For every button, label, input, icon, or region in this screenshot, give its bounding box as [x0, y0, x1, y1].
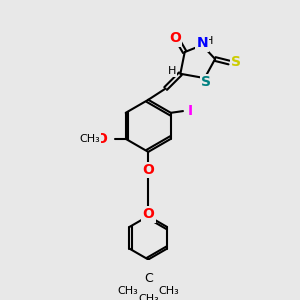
- Text: O: O: [169, 31, 181, 45]
- Text: S: S: [201, 75, 212, 89]
- Text: S: S: [231, 56, 241, 70]
- Text: O: O: [142, 207, 154, 221]
- Text: CH₃: CH₃: [138, 294, 159, 300]
- Text: CH₃: CH₃: [79, 134, 100, 144]
- Text: H: H: [167, 66, 176, 76]
- Text: CH₃: CH₃: [117, 286, 138, 296]
- Text: O: O: [142, 163, 154, 177]
- Text: O: O: [95, 132, 107, 146]
- Text: C: C: [144, 272, 153, 285]
- Text: H: H: [205, 36, 213, 46]
- Text: N: N: [196, 36, 208, 50]
- Text: I: I: [187, 104, 193, 118]
- Text: CH₃: CH₃: [159, 286, 179, 296]
